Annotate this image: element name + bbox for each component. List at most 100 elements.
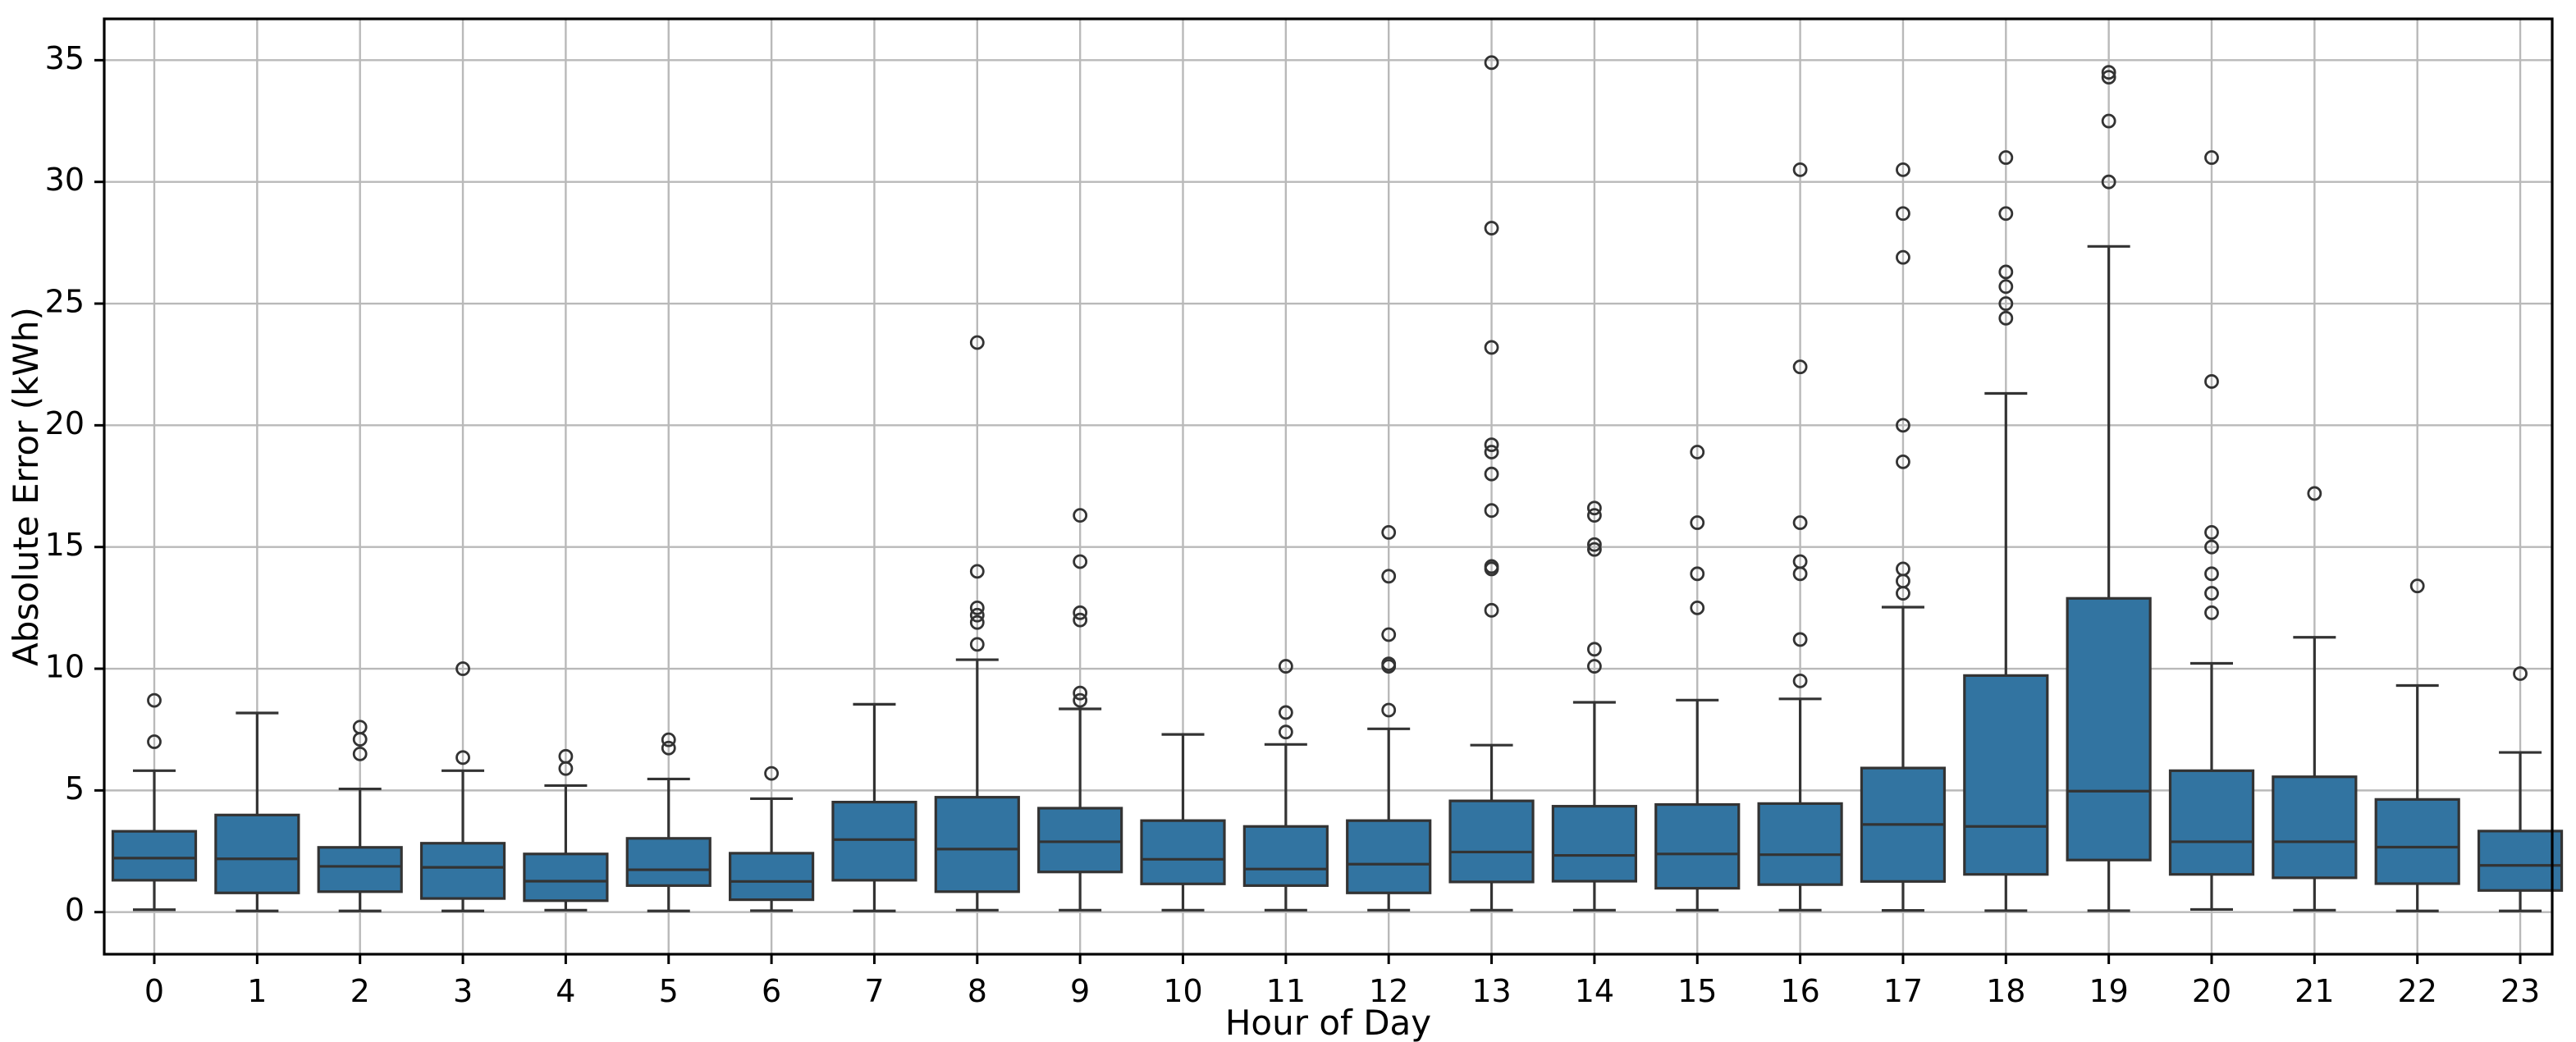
outlier-point bbox=[1998, 310, 2014, 326]
iqr-box bbox=[214, 813, 300, 894]
x-tick-label-22: 22 bbox=[2398, 973, 2437, 1009]
x-tick-label-0: 0 bbox=[144, 973, 164, 1009]
outlier-point bbox=[147, 692, 162, 708]
outlier-point bbox=[969, 564, 985, 579]
iqr-box bbox=[1963, 674, 2049, 876]
box-group-hour-0 bbox=[111, 692, 198, 912]
outlier-point bbox=[1998, 264, 2014, 280]
iqr-box bbox=[934, 796, 1020, 893]
outlier-point bbox=[2204, 605, 2219, 620]
outlier-point bbox=[2204, 539, 2219, 555]
outlier-point bbox=[661, 732, 676, 747]
outlier-point bbox=[969, 637, 985, 652]
outlier-point bbox=[969, 607, 985, 623]
outlier-point bbox=[1998, 279, 2014, 295]
outlier-point bbox=[1484, 55, 1499, 71]
outlier-point bbox=[1896, 418, 1910, 433]
outlier-point bbox=[764, 766, 779, 781]
box-group-hour-5 bbox=[625, 732, 711, 912]
outlier-point bbox=[2204, 150, 2219, 165]
box-group-hour-4 bbox=[523, 748, 609, 912]
outlier-point bbox=[1381, 569, 1397, 584]
box-group-hour-16 bbox=[1757, 162, 1843, 912]
x-tick-label-1: 1 bbox=[247, 973, 267, 1009]
box-group-hour-1 bbox=[214, 711, 300, 912]
x-tick-label-16: 16 bbox=[1780, 973, 1819, 1009]
x-tick-label-8: 8 bbox=[968, 973, 987, 1009]
x-tick-label-23: 23 bbox=[2501, 973, 2540, 1009]
outlier-point bbox=[1896, 454, 1910, 469]
outlier-point bbox=[1381, 524, 1397, 540]
outlier-point bbox=[352, 746, 368, 761]
x-tick-label-6: 6 bbox=[762, 973, 781, 1009]
y-tick-label-25: 25 bbox=[45, 284, 85, 320]
outlier-point bbox=[1587, 642, 1602, 657]
outlier-point bbox=[1484, 221, 1499, 235]
outlier-point bbox=[1484, 340, 1499, 355]
outlier-point bbox=[1073, 605, 1088, 620]
outlier-point bbox=[455, 661, 470, 676]
box-group-hour-14 bbox=[1551, 500, 1638, 912]
x-tick-label-17: 17 bbox=[1883, 973, 1923, 1009]
outlier-point bbox=[2101, 174, 2116, 190]
outlier-point bbox=[2513, 666, 2528, 681]
outlier-point bbox=[661, 740, 676, 756]
x-tick-label-15: 15 bbox=[1677, 973, 1717, 1009]
outlier-point bbox=[1484, 466, 1499, 482]
iqr-box bbox=[2168, 769, 2255, 876]
y-tick-label-5: 5 bbox=[65, 770, 85, 807]
outlier-point bbox=[1484, 437, 1499, 452]
y-tick-label-15: 15 bbox=[45, 527, 85, 563]
iqr-box bbox=[2272, 775, 2358, 880]
outlier-point bbox=[1690, 445, 1705, 459]
outlier-point bbox=[1484, 559, 1499, 574]
outlier-point bbox=[2101, 70, 2116, 85]
iqr-box bbox=[1346, 819, 1432, 894]
outlier-point bbox=[1073, 692, 1088, 708]
box-group-hour-13 bbox=[1448, 55, 1535, 912]
iqr-box bbox=[2066, 596, 2152, 861]
outlier-point bbox=[1381, 627, 1397, 642]
iqr-box bbox=[625, 837, 711, 887]
outlier-point bbox=[352, 720, 368, 735]
box-group-hour-21 bbox=[2272, 486, 2358, 912]
outlier-point bbox=[455, 750, 470, 766]
outlier-point bbox=[1484, 503, 1499, 519]
outlier-point bbox=[1278, 659, 1293, 674]
box-group-hour-22 bbox=[2374, 578, 2460, 912]
box-group-hour-9 bbox=[1037, 508, 1123, 912]
y-tick-label-10: 10 bbox=[45, 649, 85, 685]
iqr-box bbox=[1551, 805, 1638, 883]
y-tick-label-35: 35 bbox=[45, 40, 85, 76]
y-tick-label-20: 20 bbox=[45, 405, 85, 441]
x-tick-label-19: 19 bbox=[2089, 973, 2128, 1009]
x-tick-label-13: 13 bbox=[1471, 973, 1511, 1009]
outlier-point bbox=[1484, 602, 1499, 618]
x-tick-label-12: 12 bbox=[1369, 973, 1408, 1009]
iqr-box bbox=[1140, 819, 1226, 885]
box-group-hour-8 bbox=[934, 335, 1020, 912]
x-tick-label-20: 20 bbox=[2192, 973, 2231, 1009]
outlier-point bbox=[1587, 659, 1602, 674]
x-tick-label-10: 10 bbox=[1163, 973, 1202, 1009]
iqr-box bbox=[2374, 797, 2460, 885]
outlier-point bbox=[2307, 486, 2322, 501]
x-tick-label-21: 21 bbox=[2295, 973, 2334, 1009]
outlier-point bbox=[1792, 162, 1808, 177]
box-group-hour-2 bbox=[317, 720, 403, 912]
outlier-point bbox=[1381, 656, 1397, 671]
outlier-point bbox=[1587, 500, 1602, 516]
axes-spines bbox=[103, 17, 2554, 956]
box-group-hour-6 bbox=[728, 766, 815, 912]
box-group-hour-23 bbox=[2477, 666, 2564, 912]
outlier-point bbox=[1690, 566, 1705, 582]
x-tick-label-14: 14 bbox=[1575, 973, 1614, 1009]
outlier-point bbox=[2101, 113, 2116, 129]
outlier-point bbox=[1587, 508, 1602, 523]
iqr-box bbox=[1654, 802, 1741, 890]
outlier-point bbox=[1690, 600, 1705, 615]
x-tick-label-9: 9 bbox=[1070, 973, 1090, 1009]
outlier-point bbox=[1278, 724, 1293, 740]
outlier-point bbox=[1278, 705, 1293, 720]
y-axis-title: Absolute Error (kWh) bbox=[6, 307, 46, 666]
